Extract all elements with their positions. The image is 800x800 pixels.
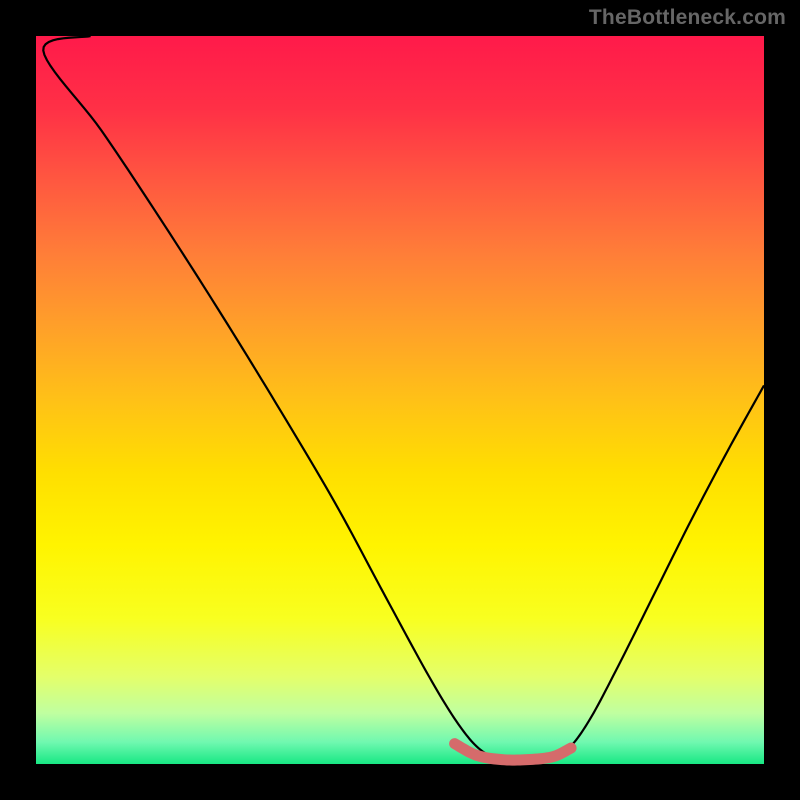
chart-container: TheBottleneck.com <box>0 0 800 800</box>
plot-background <box>36 36 764 764</box>
bottleneck-chart <box>0 0 800 800</box>
watermark-text: TheBottleneck.com <box>589 6 786 30</box>
